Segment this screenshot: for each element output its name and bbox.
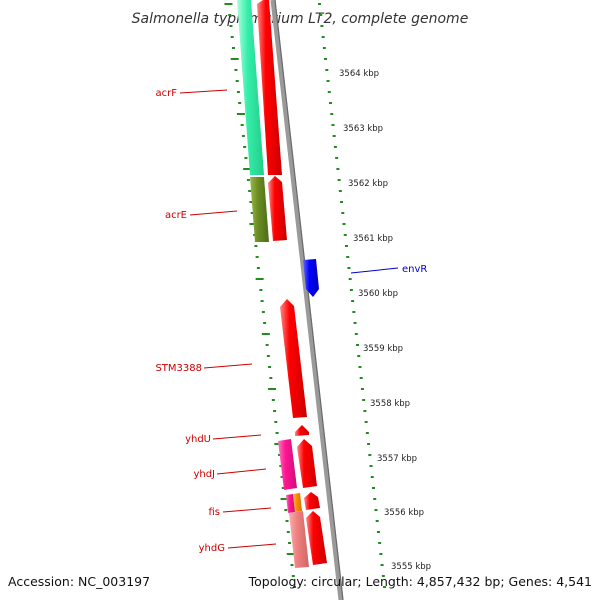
genome-backbone [270, 0, 344, 600]
cog-block-fis-b [293, 493, 302, 512]
leader-acrF [179, 89, 228, 94]
cog-blocks [237, 0, 309, 568]
gene-label-STM3388: STM3388 [155, 363, 202, 374]
leader-envR [350, 267, 399, 274]
gene-labels: acrF acrE envR STM3388 yhdU yhdJ fis yhd… [155, 88, 427, 554]
gene-label-yhdJ: yhdJ [193, 469, 215, 480]
cog-block-yhdJ [278, 439, 297, 490]
scale-label-3560: 3560 kbp [358, 289, 398, 299]
cds-arrow-envR [303, 259, 319, 297]
gene-label-acrE: acrE [165, 210, 187, 221]
outer-scale-tick-marks [317, 3, 387, 588]
gene-label-yhdG: yhdG [199, 543, 225, 554]
scale-label-3564: 3564 kbp [339, 69, 379, 79]
cds-arrow-acrF [257, 0, 282, 175]
leader-yhdJ [216, 468, 267, 475]
leader-yhdG [227, 543, 277, 549]
scale-label-3559: 3559 kbp [363, 344, 403, 354]
scale-label-3557: 3557 kbp [377, 454, 417, 464]
gene-label-envR: envR [402, 264, 427, 275]
cds-arrow-STM3388 [280, 299, 307, 418]
cog-block-acrE [250, 177, 269, 242]
leader-acrE [189, 210, 238, 216]
scale-labels: 3564 kbp 3563 kbp 3562 kbp 3561 kbp 3560… [339, 69, 431, 572]
cog-block-yhdG [289, 511, 309, 568]
map-title: Salmonella typhimurium LT2, complete gen… [132, 11, 469, 27]
scale-label-3563: 3563 kbp [343, 124, 383, 134]
scale-label-3558: 3558 kbp [370, 399, 410, 409]
cog-block-acrF [237, 0, 264, 175]
leader-yhdU [212, 434, 262, 440]
cds-arrow-yhdG [306, 511, 327, 565]
gene-label-fis: fis [208, 507, 220, 518]
scale-label-3555: 3555 kbp [391, 562, 431, 572]
cog-block-fis-a [286, 494, 295, 513]
scale-label-3561: 3561 kbp [353, 234, 393, 244]
gene-label-yhdU: yhdU [185, 434, 211, 445]
gene-label-acrF: acrF [156, 88, 178, 99]
gene-label-leaders [179, 89, 399, 549]
cds-arrow-yhdJ [297, 439, 317, 488]
leader-STM3388 [203, 363, 253, 369]
topology-text: Topology: circular; Length: 4,857,432 bp… [248, 574, 592, 589]
genome-backbone-shadow [274, 0, 344, 600]
leader-fis [222, 507, 272, 513]
cds-arrow-yhdU [295, 425, 309, 436]
accession-text: Accession: NC_003197 [8, 574, 150, 589]
cds-arrow-acrE [268, 176, 287, 241]
scale-label-3556: 3556 kbp [384, 508, 424, 518]
scale-label-3562: 3562 kbp [348, 179, 388, 189]
cds-arrow-fis [304, 492, 320, 510]
forward-cds-features [257, 0, 327, 565]
inner-cog-tick-marks [224, 3, 297, 588]
